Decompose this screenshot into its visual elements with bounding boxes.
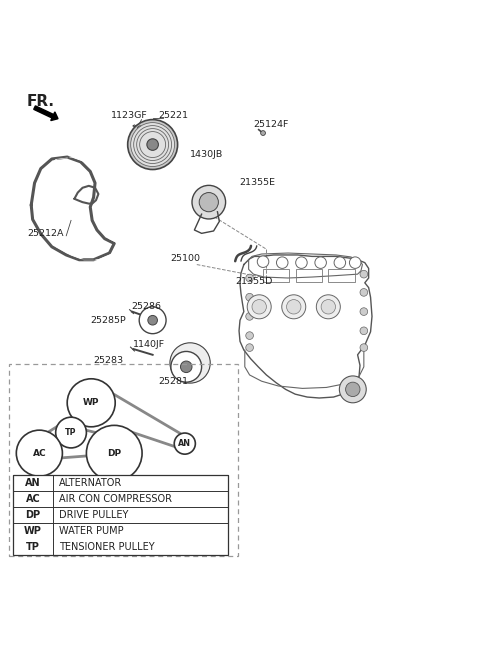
Circle shape — [131, 123, 175, 166]
Text: WATER PUMP: WATER PUMP — [59, 526, 123, 537]
Text: 1430JB: 1430JB — [190, 150, 223, 158]
Circle shape — [170, 343, 210, 383]
Text: 25221: 25221 — [158, 111, 188, 120]
Bar — [296, 269, 322, 282]
Text: 1123GF: 1123GF — [111, 111, 148, 120]
Text: ALTERNATOR: ALTERNATOR — [59, 478, 122, 488]
Circle shape — [296, 257, 307, 269]
Text: 25286: 25286 — [132, 303, 161, 311]
Circle shape — [360, 344, 368, 351]
Circle shape — [246, 274, 253, 282]
Text: WP: WP — [24, 526, 42, 537]
Text: DP: DP — [107, 449, 121, 458]
Text: DP: DP — [25, 511, 41, 520]
Text: 25124F: 25124F — [253, 120, 289, 129]
Text: 1140JF: 1140JF — [133, 340, 165, 349]
Circle shape — [287, 300, 301, 314]
Text: TP: TP — [65, 428, 77, 437]
FancyArrow shape — [34, 106, 58, 121]
Circle shape — [360, 327, 368, 334]
Text: TP: TP — [26, 542, 40, 552]
Text: 21355D: 21355D — [236, 277, 273, 286]
Circle shape — [16, 430, 62, 476]
Circle shape — [252, 300, 266, 314]
Text: TENSIONER PULLEY: TENSIONER PULLEY — [59, 542, 154, 552]
Circle shape — [346, 382, 360, 396]
Text: 25283: 25283 — [93, 356, 123, 365]
Text: DRIVE PULLEY: DRIVE PULLEY — [59, 511, 128, 520]
Circle shape — [171, 351, 202, 382]
Circle shape — [246, 293, 253, 301]
Circle shape — [148, 316, 157, 325]
Circle shape — [86, 425, 142, 481]
Circle shape — [276, 257, 288, 269]
Text: WP: WP — [83, 398, 99, 408]
Circle shape — [316, 295, 340, 319]
Circle shape — [140, 132, 166, 158]
Text: 25285P: 25285P — [90, 316, 126, 325]
Circle shape — [192, 185, 226, 219]
Circle shape — [360, 271, 368, 278]
Circle shape — [334, 257, 346, 269]
Text: 25100: 25100 — [170, 254, 200, 263]
Text: 21355E: 21355E — [239, 179, 275, 188]
Circle shape — [67, 379, 115, 427]
Text: AC: AC — [33, 449, 46, 458]
Text: 25212A: 25212A — [27, 230, 64, 239]
Circle shape — [147, 139, 158, 151]
Circle shape — [139, 307, 166, 334]
Text: AN: AN — [25, 478, 41, 488]
Text: AN: AN — [178, 439, 192, 448]
Circle shape — [174, 433, 195, 454]
Circle shape — [133, 126, 172, 164]
Bar — [9, 364, 238, 556]
Circle shape — [339, 376, 366, 403]
Circle shape — [137, 128, 168, 160]
Circle shape — [282, 295, 306, 319]
Circle shape — [360, 308, 368, 316]
Circle shape — [261, 130, 265, 136]
Circle shape — [180, 361, 192, 372]
Text: AIR CON COMPRESSOR: AIR CON COMPRESSOR — [59, 494, 171, 504]
Circle shape — [137, 126, 143, 132]
Circle shape — [247, 295, 271, 319]
Bar — [328, 269, 355, 282]
Circle shape — [321, 300, 336, 314]
Circle shape — [199, 192, 218, 212]
Circle shape — [56, 417, 86, 448]
Circle shape — [246, 332, 253, 340]
Bar — [263, 269, 289, 282]
Circle shape — [246, 312, 253, 320]
Circle shape — [360, 289, 368, 296]
Circle shape — [246, 344, 253, 351]
Text: AC: AC — [26, 494, 40, 504]
Text: 25281: 25281 — [158, 377, 188, 386]
Circle shape — [257, 256, 269, 267]
Text: FR.: FR. — [26, 94, 54, 109]
Circle shape — [349, 257, 361, 269]
Circle shape — [315, 257, 326, 269]
Circle shape — [128, 119, 178, 170]
Bar — [13, 475, 228, 556]
